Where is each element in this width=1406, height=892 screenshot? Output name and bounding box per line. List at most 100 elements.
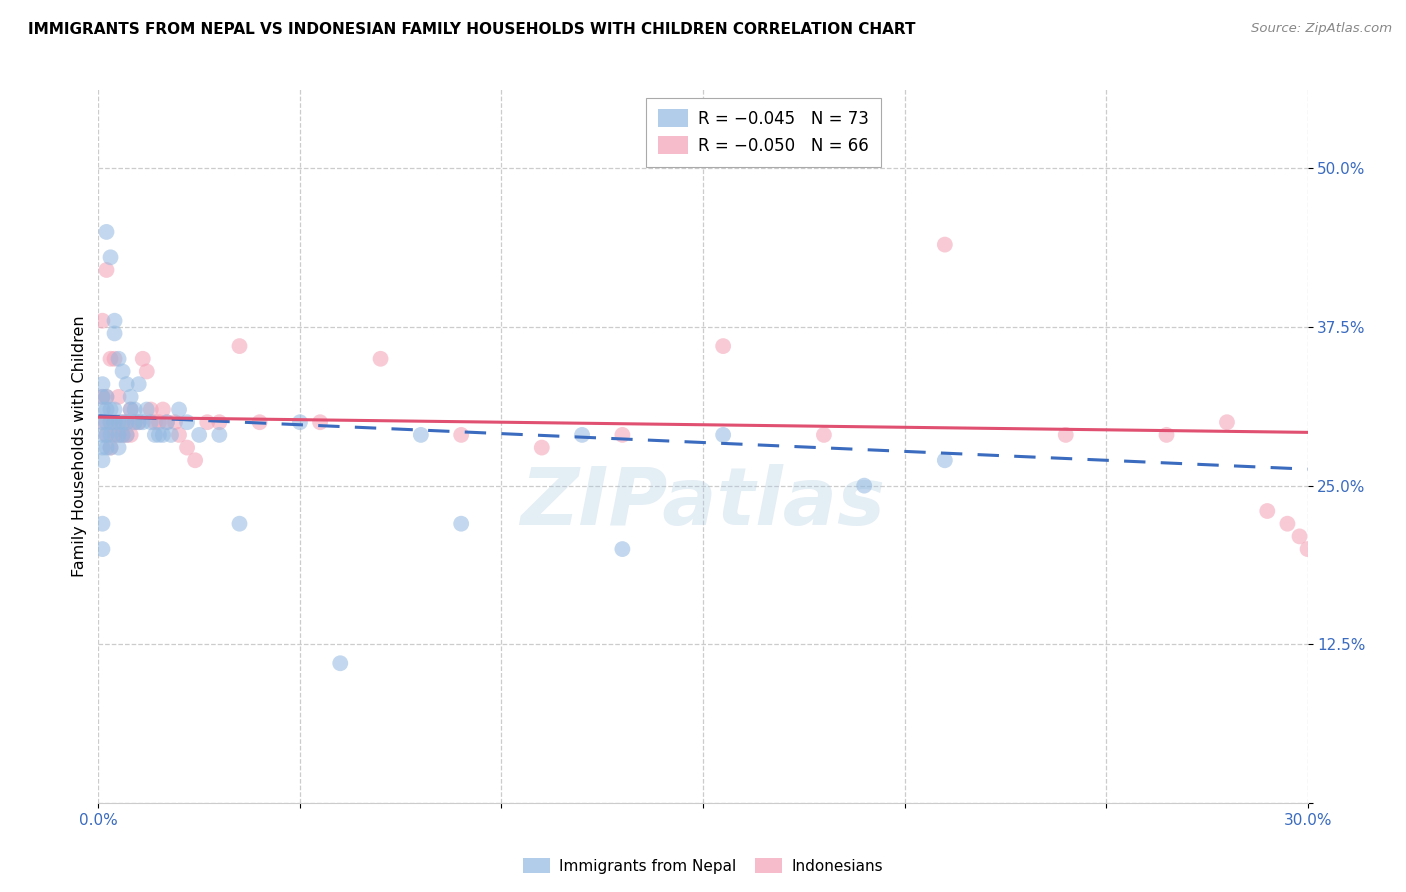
Point bbox=[120, 428, 142, 442]
Point bbox=[1156, 428, 1178, 442]
Point bbox=[228, 516, 250, 531]
Point bbox=[184, 453, 207, 467]
Point bbox=[103, 428, 125, 442]
Point bbox=[135, 402, 157, 417]
Point bbox=[91, 314, 114, 328]
Point bbox=[100, 402, 122, 417]
Point bbox=[208, 428, 231, 442]
Point bbox=[128, 415, 150, 429]
Point bbox=[103, 415, 125, 429]
Point bbox=[96, 441, 118, 455]
Point bbox=[115, 377, 138, 392]
Point bbox=[409, 428, 432, 442]
Point bbox=[100, 351, 122, 366]
Point bbox=[530, 441, 553, 455]
Point bbox=[1296, 542, 1319, 557]
Point bbox=[107, 351, 129, 366]
Point bbox=[167, 402, 190, 417]
Point bbox=[156, 415, 179, 429]
Point bbox=[139, 415, 162, 429]
Point bbox=[1277, 516, 1299, 531]
Point bbox=[103, 415, 125, 429]
Point bbox=[571, 428, 593, 442]
Point bbox=[96, 390, 118, 404]
Point bbox=[91, 377, 114, 392]
Point bbox=[152, 402, 174, 417]
Point bbox=[813, 428, 835, 442]
Point bbox=[91, 415, 114, 429]
Point bbox=[309, 415, 332, 429]
Point bbox=[111, 415, 134, 429]
Point bbox=[711, 428, 734, 442]
Y-axis label: Family Households with Children: Family Households with Children bbox=[72, 315, 87, 577]
Point bbox=[91, 542, 114, 557]
Point bbox=[132, 351, 155, 366]
Point bbox=[148, 428, 170, 442]
Point bbox=[934, 453, 956, 467]
Point bbox=[152, 428, 174, 442]
Point bbox=[111, 428, 134, 442]
Point bbox=[143, 428, 166, 442]
Point bbox=[1054, 428, 1077, 442]
Point bbox=[100, 428, 122, 442]
Point bbox=[167, 428, 190, 442]
Point bbox=[111, 364, 134, 378]
Legend: Immigrants from Nepal, Indonesians: Immigrants from Nepal, Indonesians bbox=[516, 852, 890, 880]
Text: Source: ZipAtlas.com: Source: ZipAtlas.com bbox=[1251, 22, 1392, 36]
Point bbox=[1216, 415, 1239, 429]
Point bbox=[132, 415, 155, 429]
Point bbox=[96, 263, 118, 277]
Point bbox=[100, 415, 122, 429]
Point bbox=[103, 314, 125, 328]
Point bbox=[176, 441, 198, 455]
Point bbox=[91, 516, 114, 531]
Point bbox=[111, 415, 134, 429]
Point bbox=[120, 390, 142, 404]
Point bbox=[111, 428, 134, 442]
Point bbox=[91, 441, 114, 455]
Point bbox=[115, 428, 138, 442]
Point bbox=[103, 326, 125, 341]
Point bbox=[96, 225, 118, 239]
Point bbox=[91, 415, 114, 429]
Point bbox=[103, 402, 125, 417]
Point bbox=[1256, 504, 1278, 518]
Point bbox=[370, 351, 392, 366]
Point bbox=[156, 415, 179, 429]
Point bbox=[120, 402, 142, 417]
Point bbox=[124, 415, 146, 429]
Point bbox=[96, 415, 118, 429]
Point bbox=[176, 415, 198, 429]
Point bbox=[124, 402, 146, 417]
Point bbox=[91, 402, 114, 417]
Point bbox=[91, 428, 114, 442]
Point bbox=[124, 415, 146, 429]
Point bbox=[120, 402, 142, 417]
Point bbox=[107, 428, 129, 442]
Point bbox=[228, 339, 250, 353]
Point bbox=[208, 415, 231, 429]
Point bbox=[612, 542, 634, 557]
Point bbox=[163, 415, 186, 429]
Point bbox=[96, 428, 118, 442]
Point bbox=[91, 390, 114, 404]
Point bbox=[115, 415, 138, 429]
Point bbox=[450, 428, 472, 442]
Point bbox=[288, 415, 311, 429]
Point bbox=[711, 339, 734, 353]
Point bbox=[128, 377, 150, 392]
Point bbox=[100, 441, 122, 455]
Text: IMMIGRANTS FROM NEPAL VS INDONESIAN FAMILY HOUSEHOLDS WITH CHILDREN CORRELATION : IMMIGRANTS FROM NEPAL VS INDONESIAN FAMI… bbox=[28, 22, 915, 37]
Point bbox=[91, 390, 114, 404]
Point bbox=[107, 441, 129, 455]
Point bbox=[135, 364, 157, 378]
Point bbox=[107, 390, 129, 404]
Point bbox=[128, 415, 150, 429]
Point bbox=[188, 428, 211, 442]
Point bbox=[450, 516, 472, 531]
Point bbox=[1288, 529, 1310, 543]
Point bbox=[148, 415, 170, 429]
Point bbox=[853, 478, 876, 492]
Point bbox=[96, 428, 118, 442]
Legend: R = −0.045   N = 73, R = −0.050   N = 66: R = −0.045 N = 73, R = −0.050 N = 66 bbox=[647, 97, 880, 167]
